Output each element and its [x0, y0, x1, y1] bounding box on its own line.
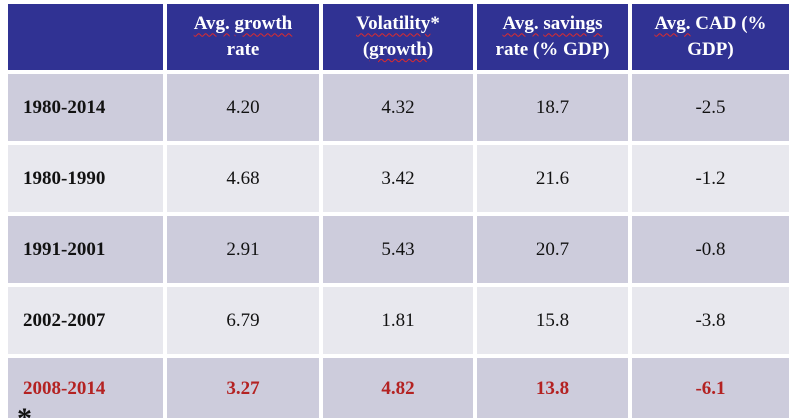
- cell-avg-growth-rate: 3.27: [167, 358, 319, 418]
- cell-avg-growth-rate: 2.91: [167, 216, 319, 283]
- cell-avg-cad: -0.8: [632, 216, 789, 283]
- header-text: ): [426, 39, 434, 60]
- table-row-1991-2001: 1991-2001 2.91 5.43 20.7 -0.8: [8, 216, 789, 283]
- header-text: rate (% GDP): [495, 39, 610, 60]
- table-body: 1980-2014 4.20 4.32 18.7 -2.5 1980-1990 4.68 3.…: [8, 74, 789, 418]
- row-label: 1980-2014: [8, 74, 163, 141]
- misspelled-word: savings: [543, 13, 603, 35]
- cell-avg-growth-rate: 4.20: [167, 74, 319, 141]
- header-row: Avg. growth rate Volatility* (growth) Avg.…: [8, 4, 789, 70]
- misspelled-word: growth: [369, 39, 427, 60]
- column-header-period: [8, 4, 163, 70]
- cell-avg-cad: -1.2: [632, 145, 789, 212]
- column-header-avg-growth-rate: Avg. growth rate: [167, 4, 319, 70]
- misspelled-word: growth: [234, 13, 293, 35]
- cell-volatility-growth: 3.42: [323, 145, 473, 212]
- row-label: 2008-2014: [8, 358, 163, 418]
- row-label: 1991-2001: [8, 216, 163, 283]
- table-row-1980-2014: 1980-2014 4.20 4.32 18.7 -2.5: [8, 74, 789, 141]
- cell-avg-growth-rate: 4.68: [167, 145, 319, 212]
- misspelled-word: Avg.: [193, 13, 230, 35]
- footnote-marker: *: [17, 402, 32, 418]
- misspelled-word: Volatility: [356, 13, 431, 35]
- header-text: CAD (% GDP): [687, 13, 767, 60]
- cell-volatility-growth: 4.82: [323, 358, 473, 418]
- misspelled-word: Avg.: [654, 13, 691, 35]
- table-row-2008-2014: 2008-2014 3.27 4.82 13.8 -6.1: [8, 358, 789, 418]
- cell-volatility-growth: 5.43: [323, 216, 473, 283]
- cell-avg-savings-rate: 20.7: [477, 216, 628, 283]
- cell-avg-cad: -2.5: [632, 74, 789, 141]
- table-row-1980-1990: 1980-1990 4.68 3.42 21.6 -1.2: [8, 145, 789, 212]
- cell-avg-savings-rate: 15.8: [477, 287, 628, 354]
- cell-volatility-growth: 4.32: [323, 74, 473, 141]
- column-header-avg-cad: Avg. CAD (% GDP): [632, 4, 789, 70]
- column-header-avg-savings-rate: Avg. savings rate (% GDP): [477, 4, 628, 70]
- misspelled-word: Avg.: [502, 13, 539, 35]
- column-header-volatility-growth: Volatility* (growth): [323, 4, 473, 70]
- header-text: * (: [362, 13, 440, 60]
- header-text: rate: [226, 39, 260, 60]
- cell-avg-cad: -3.8: [632, 287, 789, 354]
- cell-avg-savings-rate: 21.6: [477, 145, 628, 212]
- row-label: 2002-2007: [8, 287, 163, 354]
- cell-avg-savings-rate: 18.7: [477, 74, 628, 141]
- cell-avg-growth-rate: 6.79: [167, 287, 319, 354]
- table-row-2002-2007: 2002-2007 6.79 1.81 15.8 -3.8: [8, 287, 789, 354]
- cell-avg-savings-rate: 13.8: [477, 358, 628, 418]
- statistics-table: Avg. growth rate Volatility* (growth) Avg.…: [4, 0, 793, 418]
- row-label: 1980-1990: [8, 145, 163, 212]
- cell-avg-cad: -6.1: [632, 358, 789, 418]
- cell-volatility-growth: 1.81: [323, 287, 473, 354]
